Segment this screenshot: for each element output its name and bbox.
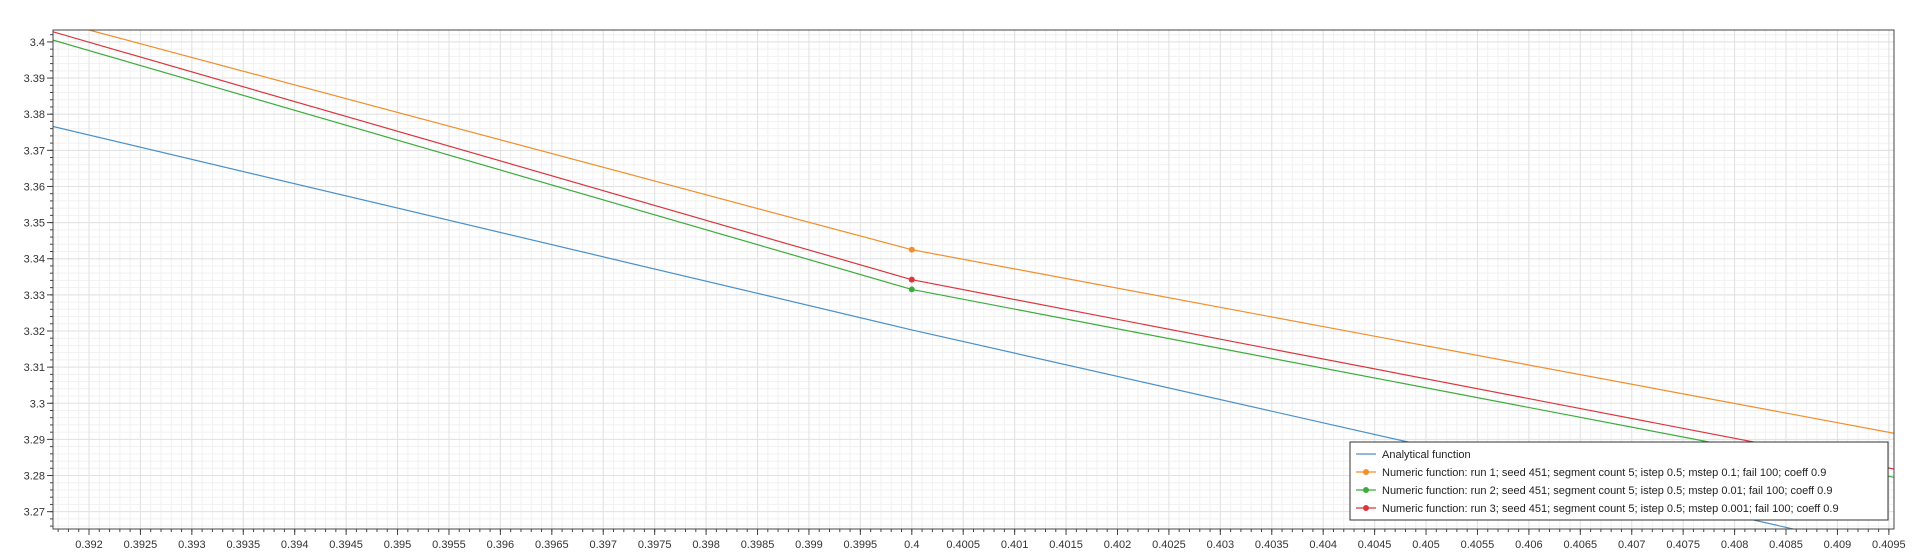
y-tick-label: 3.29 [24,434,45,446]
x-tick-label: 0.4065 [1563,539,1597,551]
x-tick-label: 0.404 [1309,539,1337,551]
x-tick-label: 0.3945 [329,539,363,551]
y-tick-label: 3.33 [24,290,45,302]
x-tick-label: 0.408 [1721,539,1749,551]
y-tick-label: 3.37 [24,145,45,157]
x-tick-label: 0.406 [1515,539,1543,551]
series-point-4 [908,276,915,283]
y-tick-label: 3.39 [24,73,45,85]
x-tick-label: 0.392 [75,539,103,551]
x-tick-label: 0.4075 [1666,539,1700,551]
series-point-3 [908,286,915,293]
x-tick-label: 0.4055 [1461,539,1495,551]
x-tick-label: 0.4085 [1769,539,1803,551]
x-tick-label: 0.3985 [741,539,775,551]
legend-label: Numeric function: run 3; seed 451; segme… [1382,503,1839,515]
y-tick-label: 3.35 [24,218,45,230]
x-tick-label: 0.3965 [535,539,569,551]
x-tick-label: 0.4005 [946,539,980,551]
x-tick-label: 0.396 [487,539,515,551]
legend-marker [1363,505,1369,511]
legend-item-3[interactable]: Numeric function: run 2; seed 451; segme… [1356,485,1832,497]
y-tick-label: 3.36 [24,181,45,193]
legend-label: Numeric function: run 2; seed 451; segme… [1382,485,1832,497]
x-tick-label: 0.401 [1001,539,1029,551]
x-tick-label: 0.398 [692,539,720,551]
series-point-2 [908,246,915,253]
x-tick-label: 0.397 [589,539,617,551]
x-tick-label: 0.393 [178,539,206,551]
x-tick-label: 0.407 [1618,539,1646,551]
y-tick-label: 3.38 [24,109,45,121]
legend: Analytical function Numeric function: run… [1349,441,1889,521]
x-tick-label: 0.4 [904,539,919,551]
y-tick-label: 3.4 [30,37,45,49]
x-tick-label: 0.3925 [124,539,158,551]
y-tick-label: 3.34 [24,254,45,266]
x-tick-label: 0.4095 [1872,539,1906,551]
legend-item-2[interactable]: Numeric function: run 1; seed 451; segme… [1356,467,1826,479]
legend-item-1[interactable]: Analytical function [1356,449,1471,461]
x-tick-label: 0.4045 [1358,539,1392,551]
x-tick-label: 0.4025 [1152,539,1186,551]
y-tick-label: 3.27 [24,507,45,519]
x-tick-label: 0.3955 [432,539,466,551]
y-tick-label: 3.31 [24,362,45,374]
x-tick-label: 0.395 [384,539,412,551]
x-tick-label: 0.405 [1412,539,1440,551]
x-tick-label: 0.402 [1104,539,1132,551]
legend-marker [1363,487,1369,493]
legend-box [1349,441,1889,521]
legend-label: Numeric function: run 1; seed 451; segme… [1382,467,1826,479]
y-tick-label: 3.28 [24,471,45,483]
legend-item-4[interactable]: Numeric function: run 3; seed 451; segme… [1356,503,1839,515]
x-tick-label: 0.399 [795,539,823,551]
x-tick-label: 0.3975 [638,539,672,551]
x-tick-label: 0.394 [281,539,309,551]
axes: 0.392 0.3925 0.393 0.3935 0.394 0.3945 0.395 0.… [24,34,1906,551]
x-tick-label: 0.4015 [1049,539,1083,551]
y-tick-label: 3.3 [30,398,45,410]
legend-marker [1363,469,1369,475]
x-tick-label: 0.4035 [1255,539,1289,551]
x-tick-label: 0.3995 [844,539,878,551]
x-tick-label: 0.403 [1207,539,1235,551]
x-tick-label: 0.409 [1824,539,1852,551]
x-tick-label: 0.3935 [226,539,260,551]
y-tick-label: 3.32 [24,326,45,338]
legend-label: Analytical function [1382,449,1471,461]
